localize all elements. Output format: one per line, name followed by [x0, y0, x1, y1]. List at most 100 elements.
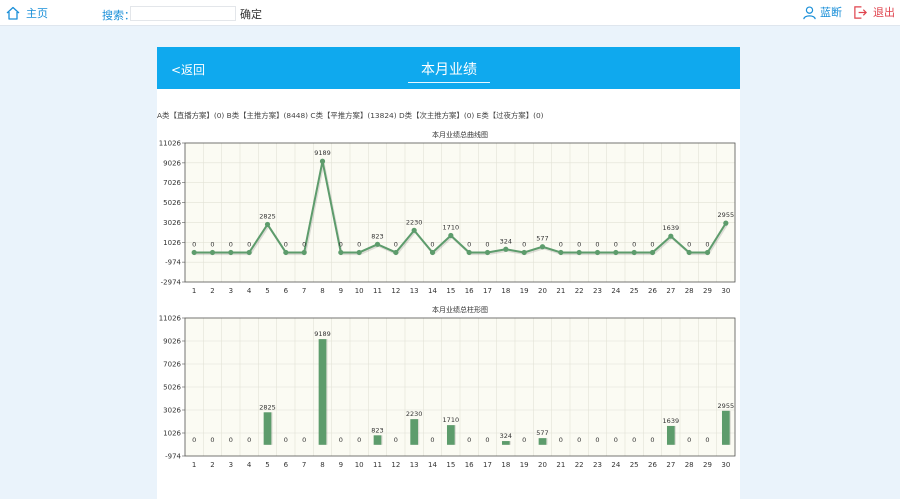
data-label: 0: [247, 240, 251, 248]
x-tick-label: 1: [192, 287, 196, 295]
x-tick-label: 5: [265, 461, 269, 469]
y-tick-label: -2974: [161, 279, 182, 287]
x-tick-label: 23: [593, 287, 602, 295]
y-tick-label: 7026: [163, 361, 181, 369]
x-tick-label: 3: [229, 287, 233, 295]
data-label: 2230: [406, 218, 423, 226]
data-label: 0: [559, 240, 563, 248]
data-label: 0: [284, 436, 288, 444]
summary-item: C类【平推方案】(13824): [310, 111, 397, 120]
x-tick-label: 29: [703, 461, 712, 469]
search-button[interactable]: 确定: [240, 8, 262, 21]
x-tick-label: 20: [538, 287, 547, 295]
data-label: 577: [536, 429, 548, 437]
data-label: 2955: [718, 402, 735, 410]
x-tick-label: 9: [339, 287, 343, 295]
home-label: 主页: [26, 7, 48, 20]
data-label: 1639: [663, 417, 680, 425]
x-tick-label: 30: [721, 287, 730, 295]
search-label: 搜索：: [102, 9, 135, 22]
y-tick-label: 1026: [163, 239, 181, 247]
data-label: 0: [522, 436, 526, 444]
data-label: 0: [614, 240, 618, 248]
y-tick-label: 9026: [163, 159, 181, 167]
x-tick-label: 23: [593, 461, 602, 469]
bar: [373, 435, 382, 445]
data-point: [319, 158, 326, 164]
data-label: 0: [210, 240, 214, 248]
y-tick-label: 11026: [159, 140, 182, 148]
user-name: 蓝断: [820, 6, 842, 19]
x-tick-label: 24: [611, 287, 620, 295]
x-tick-label: 27: [666, 287, 675, 295]
data-label: 2825: [259, 403, 276, 411]
y-tick-label: 3026: [163, 407, 181, 415]
data-label: 0: [705, 436, 709, 444]
data-point: [723, 220, 729, 226]
data-label: 0: [302, 240, 306, 248]
data-point: [631, 249, 637, 256]
data-label: 0: [284, 240, 288, 248]
y-tick-label: 1026: [163, 430, 181, 438]
x-tick-label: 7: [302, 461, 306, 469]
user-menu[interactable]: 蓝断: [802, 4, 842, 20]
y-tick-label: 5026: [163, 384, 181, 392]
data-point: [704, 249, 711, 256]
data-point: [374, 241, 381, 247]
x-tick-label: 19: [520, 461, 529, 469]
data-point: [356, 249, 362, 256]
data-point: [649, 249, 656, 256]
data-point: [228, 249, 234, 256]
x-tick-label: 24: [611, 461, 620, 469]
data-point: [484, 249, 491, 256]
data-label: 0: [430, 240, 434, 248]
data-point: [301, 249, 307, 256]
data-point: [264, 221, 271, 228]
data-point: [576, 249, 582, 256]
x-tick-label: 18: [501, 287, 510, 295]
data-label: 0: [430, 436, 434, 444]
summary-item: A类【直播方案】(0): [157, 111, 225, 120]
y-tick-label: 9026: [163, 338, 181, 346]
x-tick-label: 17: [483, 287, 492, 295]
data-label: 0: [485, 240, 489, 248]
logout-link[interactable]: 退出: [853, 4, 895, 20]
data-label: 577: [536, 235, 548, 243]
x-tick-label: 19: [520, 287, 529, 295]
x-tick-label: 18: [501, 461, 510, 469]
x-tick-label: 28: [685, 287, 694, 295]
x-tick-label: 2: [210, 287, 214, 295]
page-title: 本月业绩: [408, 59, 490, 83]
back-button[interactable]: <返回: [171, 63, 206, 77]
data-label: 0: [687, 436, 691, 444]
data-point: [191, 249, 197, 256]
data-label: 1710: [443, 223, 460, 231]
data-label: 9189: [314, 330, 331, 338]
data-label: 0: [357, 436, 361, 444]
home-link[interactable]: 主页: [5, 4, 48, 22]
x-tick-label: 10: [355, 461, 364, 469]
x-tick-label: 25: [630, 287, 639, 295]
search-input[interactable]: [130, 6, 236, 21]
bar: [410, 419, 419, 445]
data-label: 0: [467, 436, 471, 444]
data-label: 0: [595, 240, 599, 248]
data-point: [466, 249, 472, 256]
x-tick-label: 5: [265, 287, 269, 295]
bar: [666, 425, 675, 445]
data-label: 0: [229, 240, 233, 248]
home-icon: [6, 6, 20, 20]
data-label: 0: [302, 436, 306, 444]
x-tick-label: 21: [556, 461, 565, 469]
chart-title: 本月业绩总柱形图: [432, 305, 488, 314]
x-tick-label: 25: [630, 461, 639, 469]
x-tick-label: 16: [465, 287, 474, 295]
data-label: 0: [577, 436, 581, 444]
x-tick-label: 15: [446, 461, 455, 469]
data-label: 0: [192, 240, 196, 248]
data-label: 0: [467, 240, 471, 248]
data-label: 324: [500, 432, 512, 440]
plot-frame: [184, 317, 736, 457]
data-label: 823: [371, 426, 383, 434]
